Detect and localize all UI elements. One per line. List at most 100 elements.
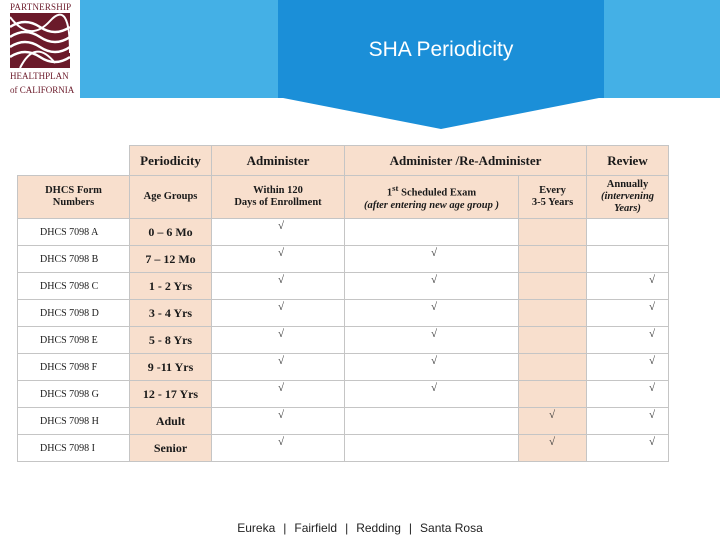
subheader-every-3-5-years: Every 3-5 Years [518,175,587,219]
subheader-first-scheduled-exam: 1st Scheduled Exam (after entering new a… [344,175,519,219]
subheader-form-numbers-line2: Numbers [52,197,95,208]
annual-review-check-cell [586,218,669,246]
first-exam-check-cell: √ [344,326,519,354]
title-banner [278,0,604,98]
annual-review-check-cell: √ [586,353,669,381]
every-3-5-years-check-cell [518,353,587,381]
first-exam-check-cell: √ [344,380,519,408]
administer-check-cell: √ [211,299,345,327]
form-number-cell: DHCS 7098 B [17,245,130,273]
subheader-annually-line1: Annually [606,179,649,190]
table-group-header-row: Periodicity Administer Administer /Re-Ad… [17,145,669,176]
slide-title: SHA Periodicity [368,38,514,61]
annual-review-check-cell: √ [586,407,669,435]
every-3-5-years-check-cell [518,299,587,327]
header-administer: Administer [211,145,345,176]
periodicity-table-container: Periodicity Administer Administer /Re-Ad… [17,145,669,462]
footer-separator: | [345,521,349,535]
subheader-first-superscript: st [392,183,399,194]
administer-check-cell: √ [211,326,345,354]
subheader-form-numbers-line1: DHCS Form [45,185,102,196]
periodicity-table: Periodicity Administer Administer /Re-Ad… [17,145,669,462]
annual-review-check-cell: √ [586,380,669,408]
footer-location-fairfield: Fairfield [294,521,338,535]
form-number-cell: DHCS 7098 H [17,407,130,435]
annual-review-check-cell [586,245,669,273]
administer-check-cell: √ [211,272,345,300]
subheader-annually: Annually (intervening Years) [586,175,669,219]
administer-check-cell: √ [211,218,345,246]
every-3-5-years-check-cell [518,326,587,354]
subheader-within-120-days: Within 120 Days of Enrollment [211,175,345,219]
annual-review-check-cell: √ [586,326,669,354]
age-group-cell: 5 - 8 Yrs [129,326,212,354]
first-exam-check-cell: √ [344,353,519,381]
footer-separator: | [283,521,287,535]
first-exam-check-cell: √ [344,245,519,273]
table-row: DHCS 7098 H Adult √ √ √ [17,407,669,435]
every-3-5-years-check-cell [518,380,587,408]
administer-check-cell: √ [211,434,345,462]
first-exam-check-cell [344,407,519,435]
administer-check-cell: √ [211,380,345,408]
first-exam-check-cell: √ [344,299,519,327]
age-group-cell: 9 -11 Yrs [129,353,212,381]
logo-emblem-icon [10,13,70,68]
first-exam-check-cell [344,434,519,462]
subheader-form-numbers: DHCS Form Numbers [17,175,130,219]
every-3-5-years-check-cell: √ [518,407,587,435]
footer-location-redding: Redding [356,521,401,535]
form-number-cell: DHCS 7098 F [17,353,130,381]
logo-top-text: PARTNERSHIP [10,2,72,12]
logo-bottom-text-2: of CALIFORNIA [10,85,75,95]
subheader-within-line2: Days of Enrollment [234,197,322,208]
form-number-cell: DHCS 7098 C [17,272,130,300]
first-exam-check-cell [344,218,519,246]
annual-review-check-cell: √ [586,299,669,327]
age-group-cell: 1 - 2 Yrs [129,272,212,300]
footer-location-eureka: Eureka [237,521,276,535]
every-3-5-years-check-cell: √ [518,434,587,462]
subheader-every-line2: 3-5 Years [531,197,574,208]
subheader-every-line1: Every [539,185,566,196]
form-number-cell: DHCS 7098 I [17,434,130,462]
form-number-cell: DHCS 7098 G [17,380,130,408]
age-group-cell: 3 - 4 Yrs [129,299,212,327]
title-banner-chevron [278,97,604,129]
age-group-cell: 7 – 12 Mo [129,245,212,273]
partnership-logo: PARTNERSHIP HEALTHPLAN of CALIFORNIA [0,0,80,98]
age-group-cell: Senior [129,434,212,462]
every-3-5-years-check-cell [518,218,587,246]
form-number-cell: DHCS 7098 A [17,218,130,246]
logo-bottom-text-1: HEALTHPLAN [10,71,69,81]
administer-check-cell: √ [211,353,345,381]
footer-locations: Eureka | Fairfield | Redding | Santa Rosa [0,521,720,535]
first-exam-check-cell: √ [344,272,519,300]
header-administer-readminister: Administer /Re-Administer [344,145,587,176]
age-group-cell: Adult [129,407,212,435]
subheader-first-label: Scheduled Exam [398,187,477,199]
every-3-5-years-check-cell [518,245,587,273]
subheader-first-number: 1 [386,187,393,199]
form-number-cell: DHCS 7098 E [17,326,130,354]
subheader-annually-line2: (intervening Years) [600,191,655,214]
header-review: Review [586,145,669,176]
footer-separator: | [408,521,413,535]
subheader-first-note: (after entering new age group ) [363,199,500,211]
annual-review-check-cell: √ [586,434,669,462]
administer-check-cell: √ [211,407,345,435]
header-periodicity: Periodicity [129,145,212,176]
table-corner-cell [17,145,130,176]
table-row: DHCS 7098 I Senior √ √ √ [17,434,669,462]
footer-location-santa-rosa: Santa Rosa [420,521,483,535]
annual-review-check-cell: √ [586,272,669,300]
table-sub-header-row: DHCS Form Numbers Age Groups Within 120 … [17,175,669,219]
age-group-cell: 12 - 17 Yrs [129,380,212,408]
